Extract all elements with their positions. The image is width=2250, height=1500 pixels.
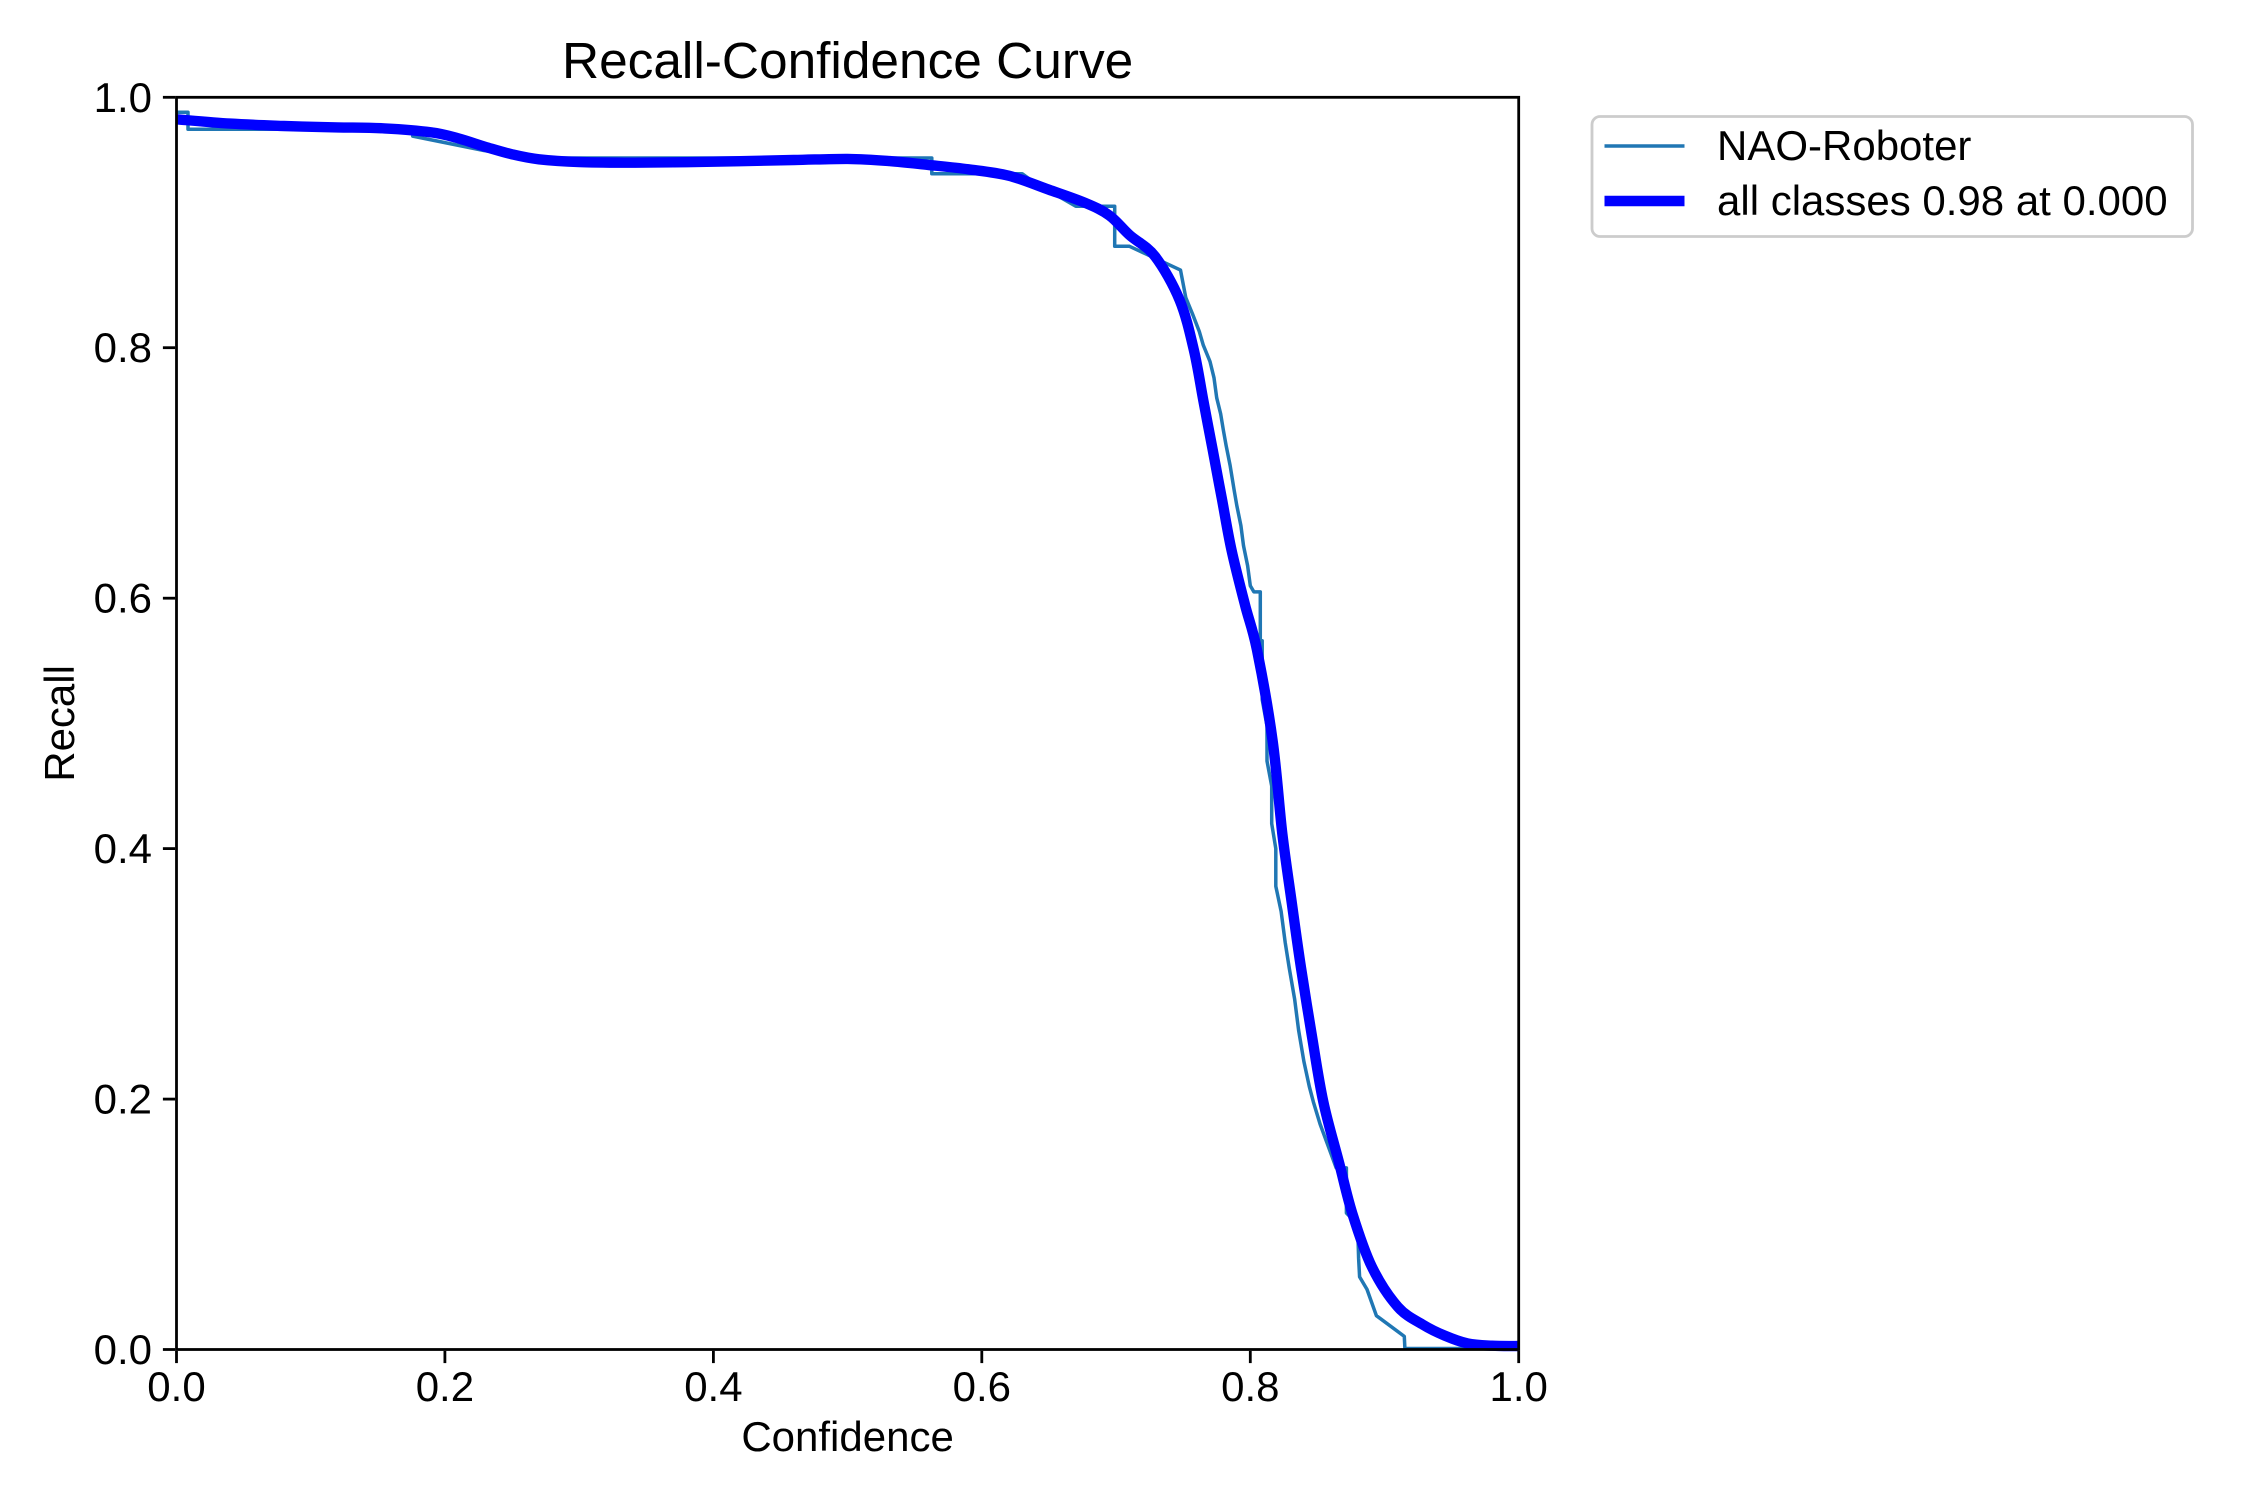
svg-text:NAO-Roboter: NAO-Roboter xyxy=(1717,122,1971,169)
svg-text:0.4: 0.4 xyxy=(684,1363,742,1410)
svg-text:Confidence: Confidence xyxy=(741,1413,953,1460)
svg-text:0.8: 0.8 xyxy=(1221,1363,1279,1410)
svg-text:0.2: 0.2 xyxy=(94,1076,152,1123)
svg-text:0.6: 0.6 xyxy=(953,1363,1011,1410)
svg-text:Recall: Recall xyxy=(36,665,83,782)
svg-text:all classes 0.98 at 0.000: all classes 0.98 at 0.000 xyxy=(1717,177,2168,224)
svg-text:0.2: 0.2 xyxy=(416,1363,474,1410)
svg-text:0.0: 0.0 xyxy=(147,1363,205,1410)
svg-text:0.6: 0.6 xyxy=(94,575,152,622)
svg-text:1.0: 1.0 xyxy=(1490,1363,1548,1410)
svg-text:0.0: 0.0 xyxy=(94,1326,152,1373)
svg-text:Recall-Confidence Curve: Recall-Confidence Curve xyxy=(562,31,1133,89)
svg-text:1.0: 1.0 xyxy=(94,74,152,121)
svg-text:0.8: 0.8 xyxy=(94,324,152,371)
svg-text:0.4: 0.4 xyxy=(94,825,152,872)
